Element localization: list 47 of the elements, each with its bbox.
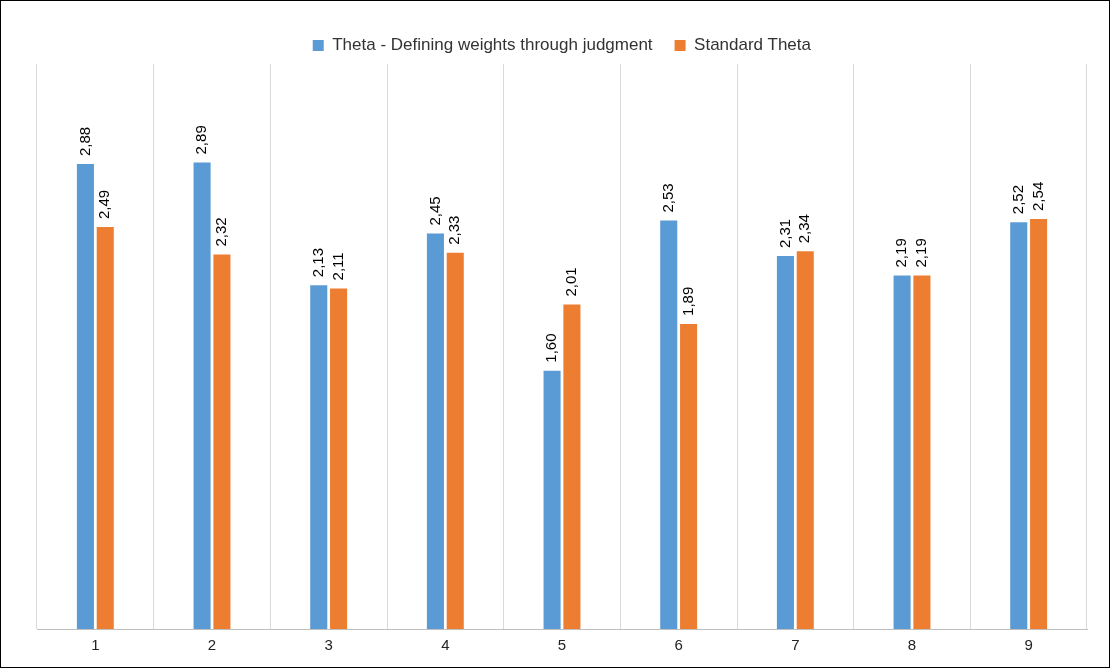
data-label: 2,49 xyxy=(95,189,113,220)
bar xyxy=(193,162,211,629)
bar xyxy=(1010,222,1028,629)
x-tick-label: 3 xyxy=(324,636,333,654)
bar xyxy=(446,252,464,629)
data-label: 2,53 xyxy=(658,183,676,213)
bar xyxy=(96,227,114,629)
x-tick-label: 8 xyxy=(907,636,917,654)
bar xyxy=(213,254,231,629)
bar xyxy=(680,323,698,629)
data-label: 2,31 xyxy=(775,218,793,249)
x-tick-label: 1 xyxy=(91,636,100,654)
data-label: 2,32 xyxy=(212,217,230,247)
x-tick-label: 5 xyxy=(557,636,567,654)
x-tick-label: 2 xyxy=(207,636,217,654)
bar xyxy=(426,233,444,629)
data-label: 2,01 xyxy=(562,267,580,297)
bar xyxy=(893,275,911,629)
data-label: 2,45 xyxy=(425,196,443,226)
x-tick-label: 7 xyxy=(791,636,800,654)
legend-label: Standard Theta xyxy=(694,35,812,55)
bar xyxy=(776,256,794,629)
x-tick-label: 4 xyxy=(441,636,450,654)
bar xyxy=(660,220,678,629)
data-label: 2,52 xyxy=(1008,185,1026,215)
data-label: 2,33 xyxy=(445,215,463,245)
bar xyxy=(543,370,561,629)
bar xyxy=(76,164,94,629)
bar xyxy=(796,251,814,629)
data-label: 2,13 xyxy=(308,247,326,278)
data-label: 2,11 xyxy=(328,252,346,281)
legend-label: Theta - Defining weights through judgment xyxy=(332,35,653,55)
bar xyxy=(330,288,348,629)
x-tick-label: 6 xyxy=(674,636,683,654)
data-label: 2,88 xyxy=(75,126,93,157)
data-label: 2,89 xyxy=(192,125,210,155)
bar xyxy=(310,285,328,629)
data-label: 1,60 xyxy=(542,333,560,363)
bar xyxy=(563,304,581,629)
data-label: 2,19 xyxy=(892,238,910,268)
x-tick-label: 9 xyxy=(1024,636,1033,654)
bar xyxy=(1030,218,1048,629)
data-label: 2,34 xyxy=(795,214,813,244)
data-label: 2,54 xyxy=(1028,181,1046,211)
data-label: 2,19 xyxy=(912,238,930,268)
data-label: 1,89 xyxy=(678,286,696,316)
bar xyxy=(913,275,931,629)
